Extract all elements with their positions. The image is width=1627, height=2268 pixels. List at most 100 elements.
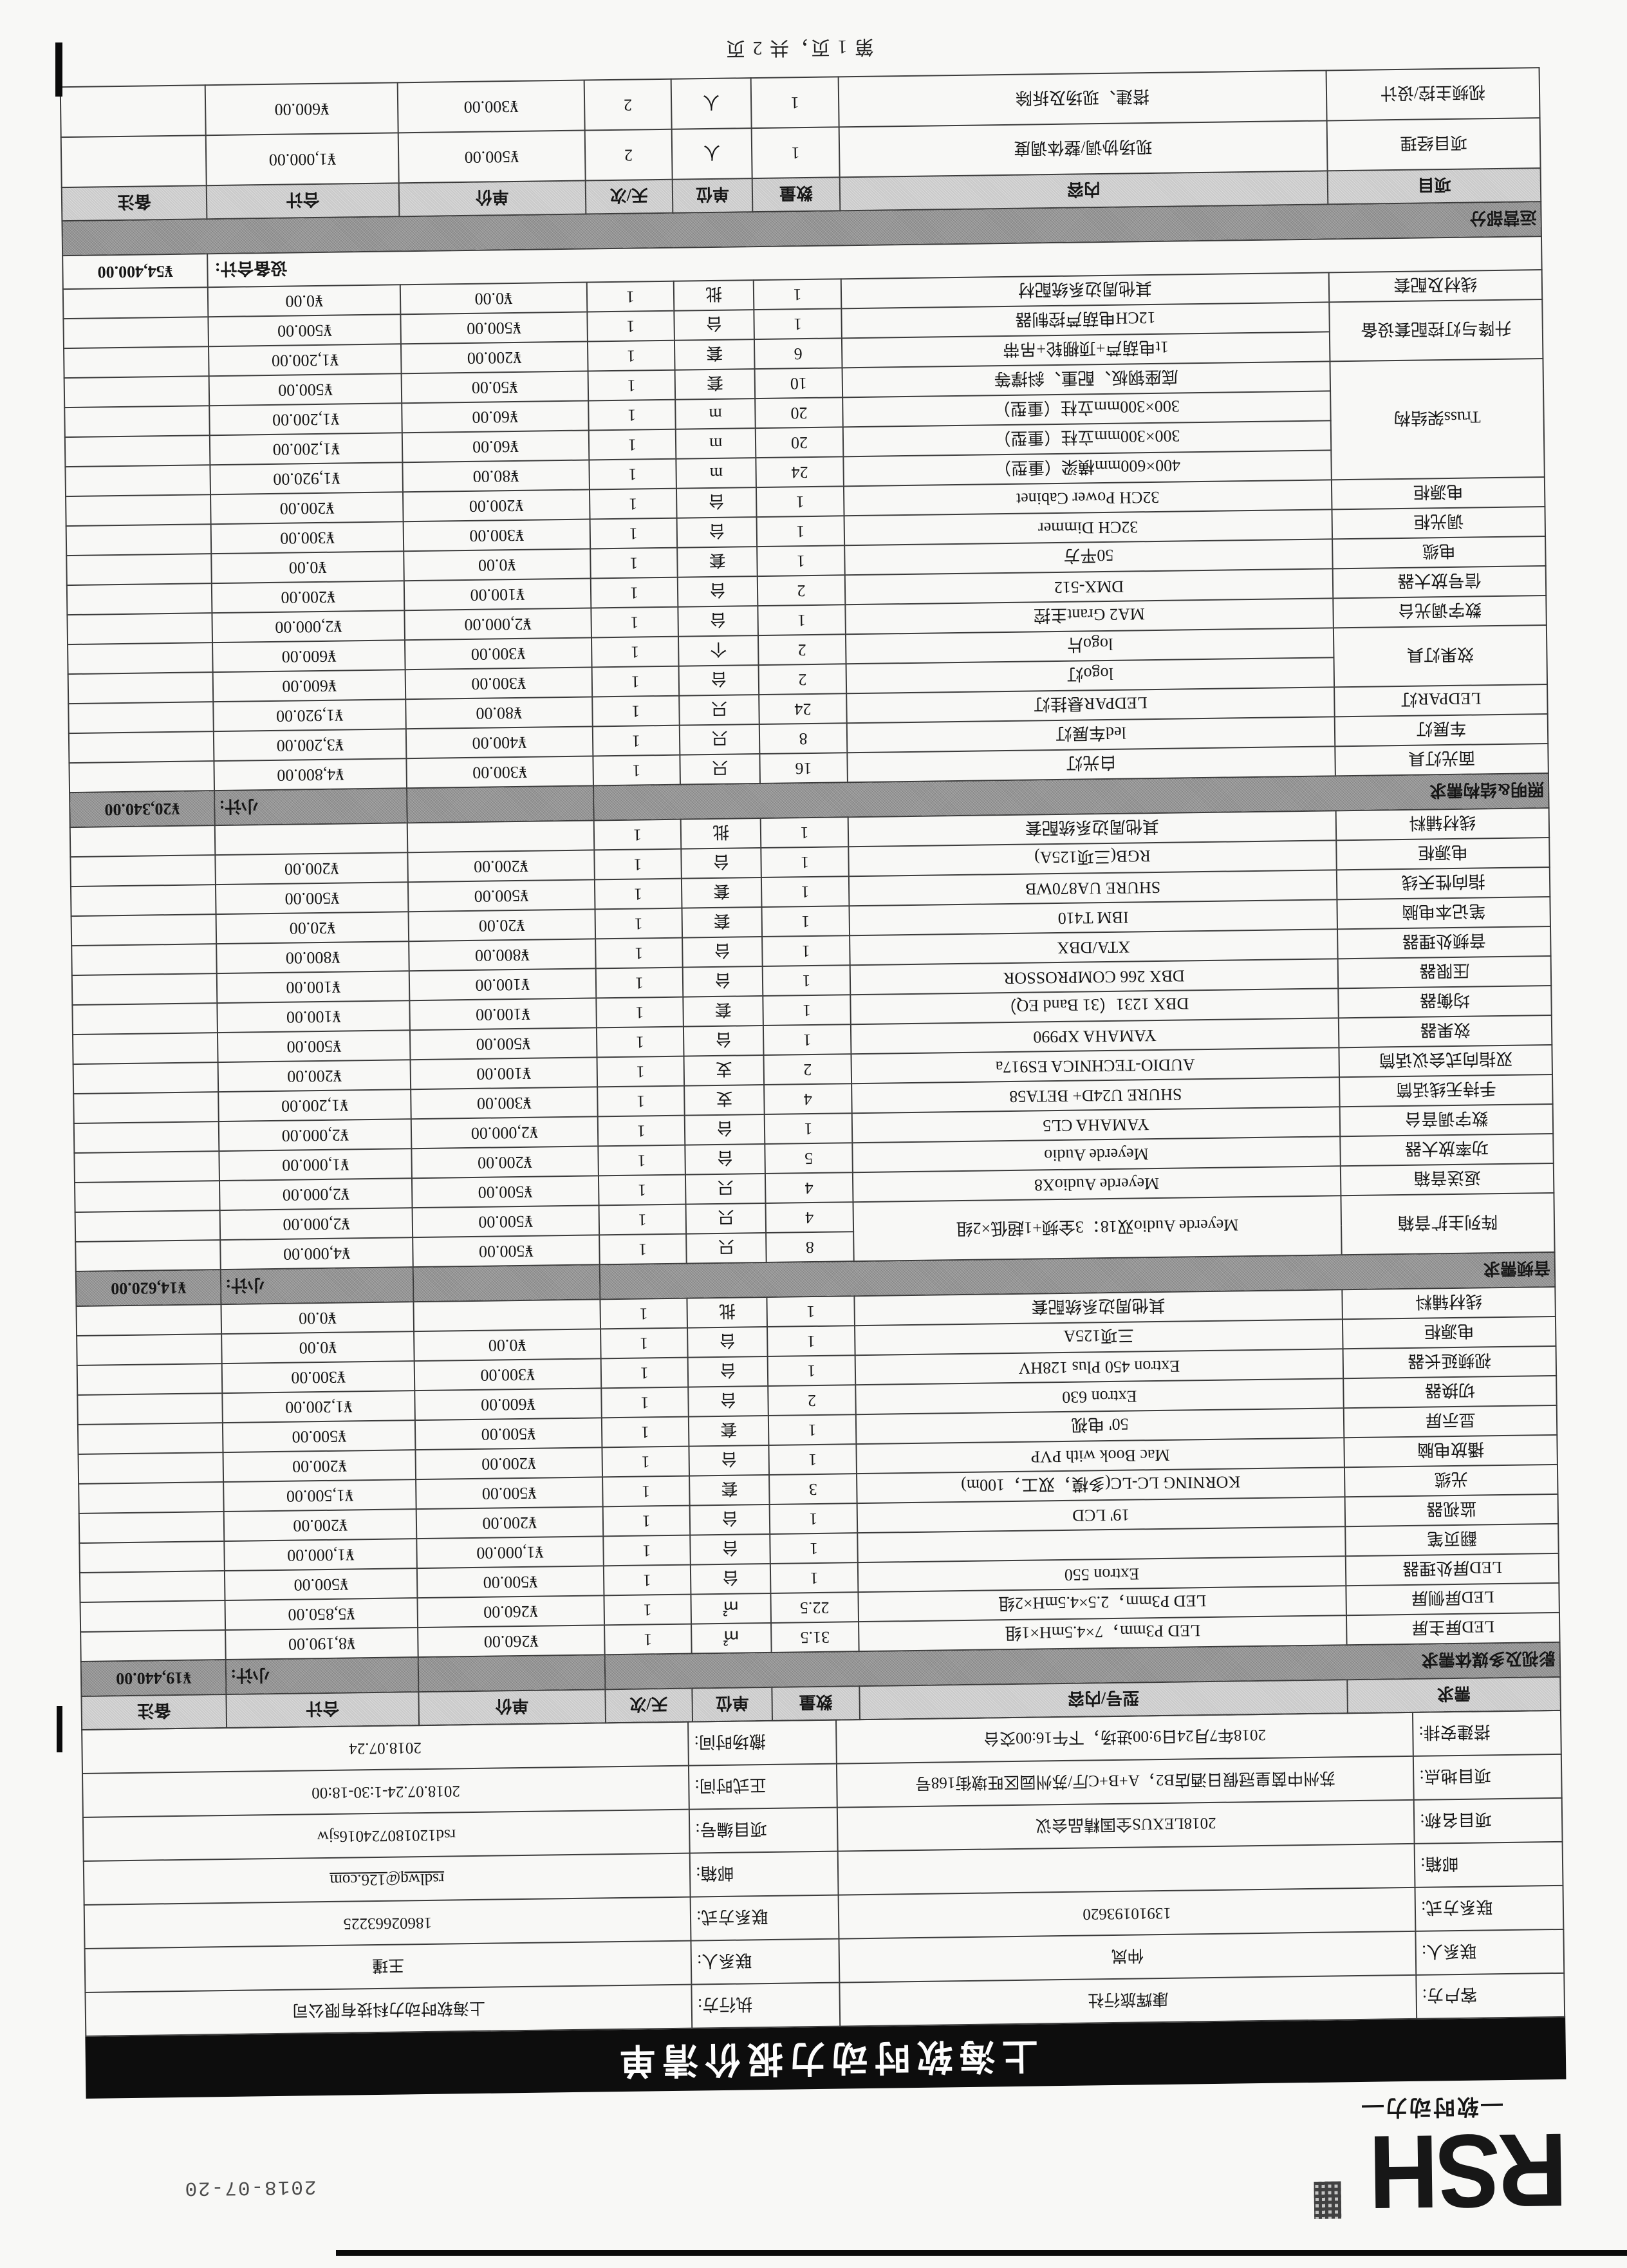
item-days: 1 [587, 340, 675, 371]
item-days: 1 [599, 1204, 687, 1235]
item-days: 1 [591, 666, 680, 697]
item-unit-price: ¥500.00 [409, 1027, 597, 1060]
item-unit: 台 [690, 1563, 771, 1595]
item-note [72, 1003, 218, 1035]
item-unit-price: ¥600.00 [414, 1388, 602, 1421]
item-note [68, 702, 214, 734]
info-label: 项目编号: [689, 1807, 838, 1853]
item-qty: 1 [751, 127, 840, 179]
column-header: 合计 [206, 183, 400, 220]
item-note [71, 944, 218, 976]
item-unit-price: ¥20.00 [408, 909, 595, 942]
item-category: LEDPAR灯 [1334, 684, 1548, 717]
item-unit-price: ¥100.00 [404, 578, 591, 611]
item-total: ¥200.00 [215, 852, 408, 885]
item-unit-price: ¥80.00 [405, 697, 593, 729]
item-unit: 批 [687, 1297, 768, 1328]
item-qty: 1 [758, 604, 846, 636]
item-unit: 台 [684, 1114, 765, 1145]
column-header: 需求 [1347, 1676, 1561, 1714]
item-total: ¥5,850.00 [225, 1598, 418, 1631]
item-note [80, 1630, 226, 1662]
item-unit: 台 [681, 848, 762, 879]
item-total: ¥0.00 [221, 1302, 414, 1335]
item-note [64, 406, 210, 438]
item-days: 1 [593, 819, 682, 850]
item-total: ¥200.00 [210, 492, 404, 525]
info-value: 苏州中茵皇冠假日酒店B2，A+B+C厅/苏州园区旺墩街168号 [836, 1756, 1414, 1808]
item-qty: 1 [768, 1414, 857, 1445]
item-days: 1 [603, 1564, 691, 1596]
item-total: ¥200.00 [218, 1060, 411, 1092]
item-qty: 22.5 [770, 1592, 859, 1623]
item-total: ¥1,200.00 [209, 344, 402, 377]
item-days: 1 [593, 848, 682, 880]
item-unit: 套 [682, 877, 762, 908]
document-content: RSH —软时动力— 2018-07-20 上海软时动力报价清单 客户方: 康辉旅… [0, 25, 1627, 2268]
item-unit-price [413, 1299, 600, 1332]
item-total: ¥600.00 [212, 640, 405, 673]
info-label: 联系方式: [690, 1895, 839, 1941]
section-spacer [418, 1654, 605, 1692]
item-total: ¥200.00 [212, 581, 405, 614]
item-category: Truss架结构 [1330, 359, 1545, 480]
item-note [68, 731, 214, 764]
item-qty: 1 [761, 906, 850, 937]
item-unit: 只 [685, 1173, 766, 1204]
item-qty: 10 [754, 368, 842, 399]
item-qty: 6 [754, 338, 842, 370]
item-unit: 台 [676, 487, 757, 518]
item-qty: 1 [768, 1444, 857, 1475]
item-unit-price: ¥300.00 [406, 756, 593, 789]
item-total: ¥0.00 [221, 1331, 414, 1364]
info-label: 联系人: [691, 1938, 840, 1985]
item-total: ¥100.00 [217, 1000, 410, 1033]
item-category: 调光柜 [1332, 507, 1546, 539]
item-days: 1 [595, 908, 683, 939]
item-days: 1 [589, 488, 677, 520]
item-note [70, 825, 216, 858]
item-unit: 只 [679, 695, 759, 726]
item-note [77, 1393, 223, 1425]
item-note [79, 1512, 225, 1543]
item-category: 线材及配套 [1328, 270, 1543, 303]
item-days: 1 [601, 1416, 689, 1448]
item-unit: ㎡ [691, 1622, 772, 1654]
item-note [71, 914, 217, 946]
item-unit: 人 [671, 128, 752, 180]
item-qty: 5 [765, 1143, 853, 1174]
item-days: 1 [604, 1624, 692, 1655]
item-total: ¥600.00 [205, 82, 398, 136]
info-label: 联系人: [1415, 1929, 1565, 1975]
item-total: ¥2,000.00 [219, 1208, 413, 1241]
info-value: 2018.07.24 [82, 1721, 689, 1774]
info-value: 2018.07.24-1:30-18:00 [82, 1765, 690, 1817]
item-model: Meyerde Audio双18：3全频+1超低×2组 [853, 1195, 1342, 1262]
item-days: 1 [598, 1174, 686, 1206]
item-qty: 1 [761, 876, 850, 908]
equipment-table-body: 需求 型号/内容 数量 单位 天/次 单价 合计 备注 影视及多媒体需求 小计: ¥19,440.0… [60, 68, 1561, 1730]
item-total: ¥1,000.00 [219, 1148, 412, 1181]
item-total [215, 823, 408, 856]
item-unit-price: ¥200.00 [402, 489, 590, 522]
item-days: 1 [600, 1327, 688, 1359]
item-total: ¥2,000.00 [219, 1119, 412, 1152]
item-unit: m [675, 398, 756, 429]
item-total: ¥500.00 [223, 1420, 416, 1453]
item-unit-price: ¥300.00 [397, 80, 585, 133]
item-total: ¥500.00 [209, 373, 402, 406]
item-unit-price: ¥50.00 [401, 371, 588, 404]
item-category: 电缆 [1332, 536, 1546, 569]
item-unit-price: ¥500.00 [416, 1477, 603, 1510]
item-category: 面光灯具 [1335, 744, 1548, 776]
item-days: 1 [597, 1145, 686, 1176]
item-total: ¥1,200.00 [209, 403, 402, 436]
item-category: 车展灯 [1334, 714, 1548, 747]
item-qty: 1 [756, 486, 844, 518]
column-header: 单价 [418, 1689, 606, 1726]
item-days: 1 [590, 547, 678, 579]
item-qty: 1 [763, 995, 851, 1026]
item-category: 光缆 [1344, 1464, 1558, 1497]
item-days: 1 [592, 725, 680, 756]
